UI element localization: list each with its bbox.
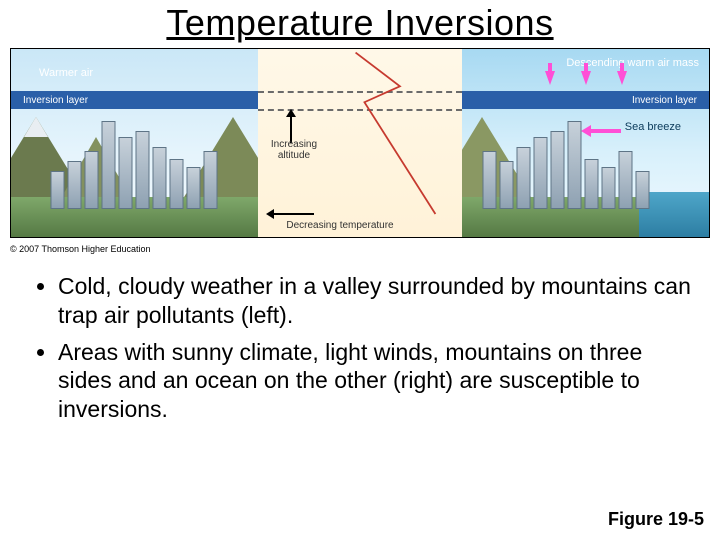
temperature-axis-label: Decreasing temperature bbox=[280, 220, 400, 231]
bullet-list: Cold, cloudy weather in a valley surroun… bbox=[40, 272, 692, 424]
city-skyline-left bbox=[51, 121, 218, 209]
down-arrow-icon bbox=[617, 71, 627, 85]
page-title: Temperature Inversions bbox=[0, 0, 720, 44]
ocean bbox=[639, 192, 709, 237]
panel-left-valley: Warmer air Inversion layer bbox=[11, 49, 258, 237]
inversion-figure: Warmer air Inversion layer Increasing al… bbox=[10, 48, 710, 238]
descending-arrows bbox=[545, 71, 627, 85]
down-arrow-icon bbox=[581, 71, 591, 85]
inversion-layer-left-label: Inversion layer bbox=[23, 95, 88, 106]
panel-right-coastal: Descending warm air mass Inversion layer… bbox=[462, 49, 709, 237]
inversion-layer-left: Inversion layer bbox=[11, 91, 258, 109]
temperature-left-arrow-icon bbox=[274, 213, 314, 215]
down-arrow-icon bbox=[545, 71, 555, 85]
temperature-profile-line bbox=[258, 49, 462, 218]
inversion-layer-right: Inversion layer bbox=[462, 91, 709, 109]
city-skyline-right bbox=[482, 121, 649, 209]
panel-middle-chart: Increasing altitude Decreasing temperatu… bbox=[258, 49, 462, 237]
warmer-air-label: Warmer air bbox=[39, 67, 93, 79]
bullet-item: Areas with sunny climate, light winds, m… bbox=[58, 338, 692, 424]
altitude-axis-label: Increasing altitude bbox=[264, 139, 324, 161]
figure-reference: Figure 19-5 bbox=[608, 509, 704, 530]
copyright-text: © 2007 Thomson Higher Education bbox=[10, 244, 720, 254]
bullet-item: Cold, cloudy weather in a valley surroun… bbox=[58, 272, 692, 330]
inversion-layer-right-label: Inversion layer bbox=[632, 95, 697, 106]
